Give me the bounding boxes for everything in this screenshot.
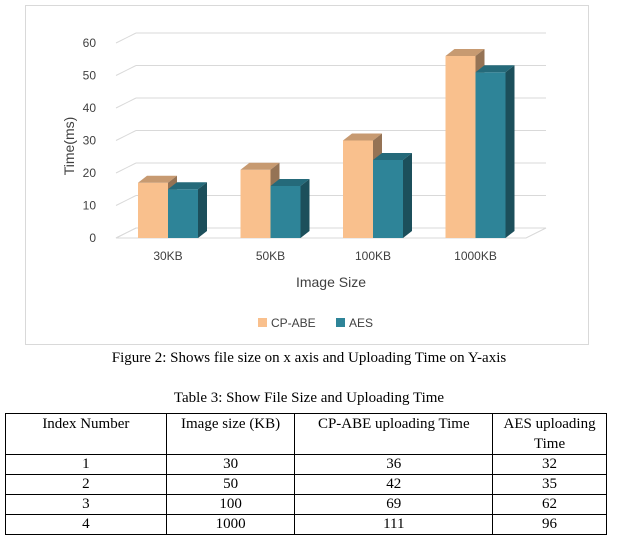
gridline-side <box>115 162 137 174</box>
table-cell: 30 <box>165 454 296 475</box>
table-cell: 1000 <box>165 514 296 535</box>
table-cell: 50 <box>165 474 296 495</box>
table-cell: 62 <box>492 494 607 515</box>
bar <box>270 179 310 238</box>
table-cell: 36 <box>294 454 494 475</box>
header-cpabe-time: CP-ABE uploading Time <box>294 413 494 455</box>
table-cell: 4 <box>5 514 167 535</box>
table-cell: 100 <box>165 494 296 515</box>
bar-chart: 0 10 20 30 40 50 60 30KB 50KB 100KB 1000KB Image Si… <box>61 32 547 330</box>
table-cell: 35 <box>492 474 607 495</box>
table-cell: 96 <box>492 514 607 535</box>
bar <box>475 65 515 238</box>
chart-frame: 0 10 20 30 40 50 60 30KB 50KB 100KB 1000KB Image Si… <box>25 5 589 345</box>
table-cell: 32 <box>492 454 607 475</box>
legend-swatch <box>258 318 267 327</box>
table-cell: 42 <box>294 474 494 495</box>
table-header-row: Index Number Image size (KB) CP-ABE uplo… <box>5 413 607 455</box>
x-tick-label: 50KB <box>256 249 285 263</box>
table-row: 2 50 42 35 <box>5 474 607 495</box>
table-cell: 69 <box>294 494 494 515</box>
y-axis-title: Time(ms) <box>61 117 77 176</box>
header-aes-time: AES uploading Time <box>492 413 607 455</box>
legend-label: CP-ABE <box>271 316 316 330</box>
y-tick-label: 30 <box>83 134 97 148</box>
x-tick-label: 100KB <box>355 249 391 263</box>
data-table: Index Number Image size (KB) CP-ABE uplo… <box>5 413 607 535</box>
table-caption: Table 3: Show File Size and Uploading Ti… <box>173 390 445 406</box>
table-row: 3 100 69 62 <box>5 494 607 515</box>
gridline-side <box>115 97 137 109</box>
gridline-side <box>115 32 137 44</box>
table-cell: 3 <box>5 494 167 515</box>
bar <box>373 153 412 238</box>
table-cell: 111 <box>294 514 494 535</box>
table-cell: 1 <box>5 454 167 475</box>
gridline-side <box>115 130 137 141</box>
gridline-side <box>115 65 137 76</box>
x-tick-label: 1000KB <box>454 249 497 263</box>
x-axis-title: Image Size <box>296 274 366 290</box>
y-tick-label: 40 <box>83 101 97 115</box>
y-tick-label: 50 <box>83 69 97 83</box>
legend-label: AES <box>349 316 373 330</box>
legend-swatch <box>336 318 345 327</box>
header-image-size: Image size (KB) <box>165 413 296 455</box>
figure-caption: Figure 2: Shows file size on x axis and … <box>111 350 507 366</box>
table-row: 1 30 36 32 <box>5 454 607 475</box>
y-tick-label: 10 <box>83 199 97 213</box>
bar <box>168 182 207 238</box>
header-index-number: Index Number <box>5 413 167 455</box>
y-tick-label: 0 <box>89 231 96 245</box>
y-tick-label: 20 <box>83 166 97 180</box>
y-tick-label: 60 <box>83 36 97 50</box>
gridline-side <box>115 195 137 206</box>
table-cell: 2 <box>5 474 167 495</box>
x-tick-label: 30KB <box>153 249 182 263</box>
table-row: 4 1000 111 96 <box>5 514 607 535</box>
